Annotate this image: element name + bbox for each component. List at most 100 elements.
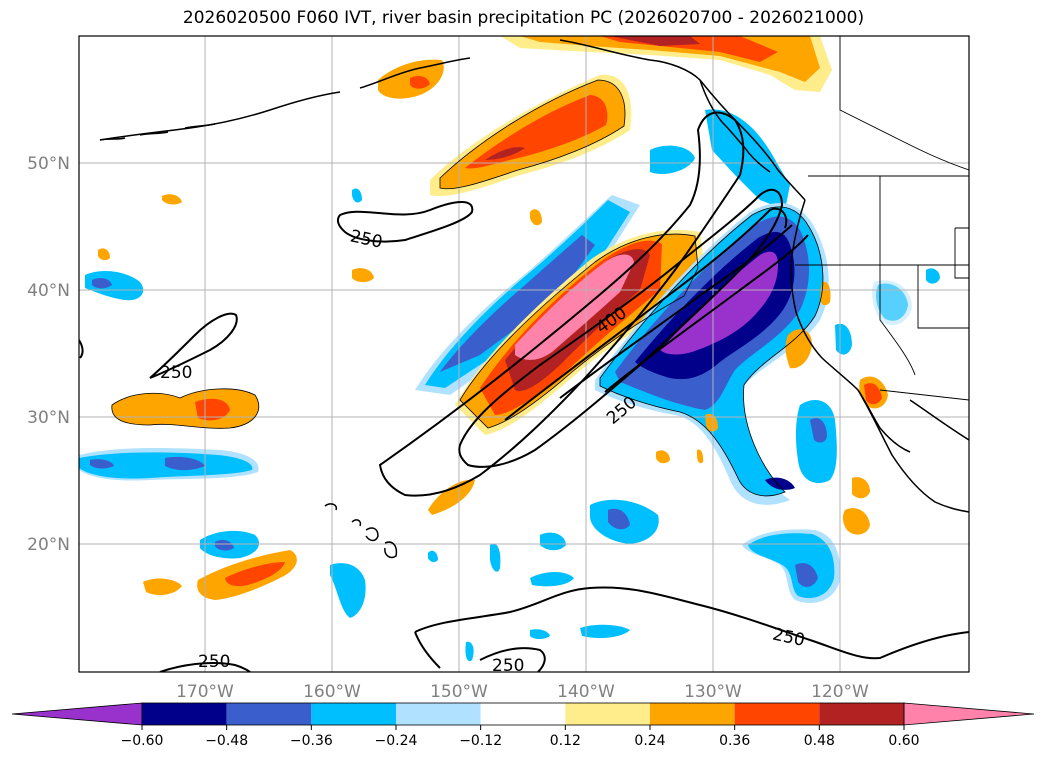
colorbar-tick-label: 0.48 [804,733,835,749]
lon-label: 160°W [303,682,361,700]
precip-region-tropical-negative-blue-3 [540,532,566,551]
border-states-1 [879,176,969,329]
precip-region-alaska-positive-red-small [410,76,430,89]
precip-region-westpac-positive-orange-2 [98,248,110,261]
political-borders [795,36,969,401]
precip-region-idaho-negative-blue [926,268,940,284]
precip-region-ar-tail-orange [428,479,475,515]
ivt-contours [79,111,969,672]
precip-region-westpac-positive-orange-3 [162,194,182,205]
colorbar-segment [226,703,312,725]
colorbar-tick-label: 0.24 [634,733,665,749]
precip-region-south-positive-orange [842,508,870,535]
precip-region-alaska-positive-darkred [610,36,700,46]
precip-region-westpac-positive-orange-4 [352,268,374,283]
precip-region-dateline-positive-red [225,562,285,587]
precip-region-socal-positive-orange [785,329,812,369]
colorbar-segment [142,703,227,725]
precip-region-westpac-negative-blue-2 [352,188,362,203]
precip-region-tropical-negative-blue-9 [330,563,366,618]
colorbar-tick-label: −0.12 [459,733,502,749]
lat-label: 30°N [27,408,70,428]
colorbar-segment [311,703,396,725]
contour-labels: 250 400 250 250 250 250 250 [160,226,807,676]
coastline-mexico [909,399,969,441]
latitude-labels: 50°N 40°N 30°N 20°N [27,154,70,555]
border-us-mexico [879,389,969,401]
border-alaska-canada [839,36,969,171]
coastline-hawaii [324,503,398,559]
lat-label: 20°N [27,535,70,555]
lon-label: 130°W [684,682,742,700]
precip-region-tropical-negative-blue-6 [490,543,501,572]
colorbar-tick-label: −0.24 [375,733,418,749]
precip-region-tropical-negative-blue-7 [465,641,474,662]
ivt-contour-400 [458,188,784,468]
precip-outline-ar [459,233,699,429]
precip-anomaly-fields [79,36,940,662]
precip-region-central-positive-orange-3 [697,449,704,464]
ivt-contour-250-ar [378,111,745,497]
ivt-contour-250-north [336,201,474,243]
precip-region-tropical-negative-blue-5 [580,624,630,638]
precip-region-hawaii-negative-royalblue [215,540,234,551]
colorbar-segment [480,703,566,725]
lat-label: 50°N [27,154,70,174]
map-frame [78,35,970,673]
border-states-2 [954,227,969,279]
precip-region-baja-positive-red [864,383,882,405]
precip-region-westpac-positive-orange [111,388,259,429]
lon-label: 140°W [557,682,615,700]
precip-region-westpac-negative-royalblue-2 [165,456,205,471]
lon-label: 150°W [430,682,488,700]
colorbar-tick-label: −0.48 [205,733,248,749]
precip-region-california-negative-blue [835,323,852,355]
precip-region-goa-positive-orange-small [530,209,542,226]
lon-label: 120°W [811,682,869,700]
precip-region-south-positive-orange-2 [852,477,870,499]
ivt-contour-250-sw [159,662,251,672]
ivt-contour-250-west [79,312,238,379]
precip-outline-neg-band [599,206,824,497]
precip-region-goa-positive-red [465,95,608,169]
precip-ivt-map: 250 400 250 250 250 250 250 50°N 40°N 30… [27,35,970,700]
chart-title: 2026020500 F060 IVT, river basin precipi… [182,8,865,28]
border-ca-nv [879,265,916,376]
colorbar-segment [819,703,904,725]
coastlines [99,39,969,559]
colorbar-segment [565,703,650,725]
colorbar-tick-label: 0.36 [719,733,750,749]
coastline-us-west [790,199,911,453]
colorbar-extend-high [903,702,1035,726]
precip-region-bc-negative [650,145,695,175]
ivt-contour-inner-3 [604,234,809,393]
precip-region-ar-fringe-royalblue [440,235,595,372]
lat-label: 40°N [27,281,70,301]
ivt-contour-250-south-2 [414,631,546,672]
contour-label: 250 [492,656,524,676]
precip-region-ar-positive-pink [515,254,634,360]
colorbar-ticks: −0.60 −0.48 −0.36 −0.24 −0.12 0.12 0.24 0.36 0.4… [121,725,920,749]
gridlines [79,36,969,672]
precip-region-tropical-negative-royalblue-2 [608,508,630,530]
colorbar-segments [11,702,1035,726]
colorbar-outline [141,702,905,726]
coastline-bc [699,79,771,173]
precip-outline-westpac [111,388,260,429]
precip-region-neg-band-navy-lower [765,477,795,490]
colorbar-tick-label: 0.60 [888,733,919,749]
contour-label: 250 [198,652,230,672]
precip-region-tropical-negative-blue-4 [530,572,574,587]
colorbar-segment [650,703,735,725]
colorbar-tick-label: 0.12 [550,733,581,749]
precip-region-tropical-negative-royalblue [795,563,818,587]
lon-label: 170°W [176,682,234,700]
ivt-contour-250-south [414,586,969,660]
coastline-baja [857,389,969,513]
ivt-contour-inner-1 [504,207,788,421]
precip-region-sw-negative-royalblue [810,418,827,443]
contour-label: 250 [160,363,192,383]
precip-region-goa-positive-darkred [485,147,525,160]
precip-region-aleutian-negative-royalblue [92,277,112,289]
precip-region-tropical-negative-blue-10 [428,550,438,563]
